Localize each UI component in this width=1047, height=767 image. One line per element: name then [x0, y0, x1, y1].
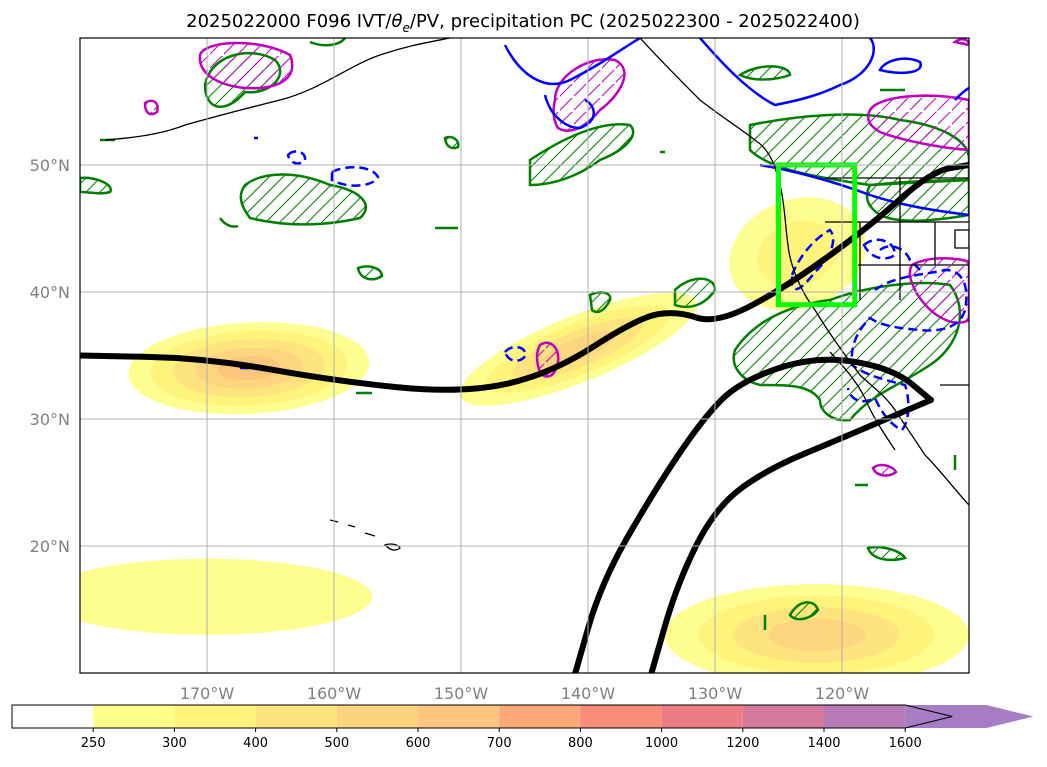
- pv-contour: [552, 57, 626, 132]
- colorbar-tick-label: 400: [243, 736, 268, 751]
- precip-contour-solid: [543, 94, 595, 130]
- jet-axis-line: [80, 162, 969, 393]
- state-borders: [825, 177, 969, 386]
- lon-tick-label: 130°W: [688, 684, 743, 703]
- colorbar-tick-label: 700: [487, 736, 512, 751]
- pv-contour: [143, 99, 159, 116]
- precip-contour-dashed: [330, 166, 380, 187]
- lat-tick-label: 30°N: [30, 410, 70, 429]
- theta-e-contour: [737, 65, 792, 81]
- colorbar-tick-label: 250: [81, 736, 106, 751]
- colorbar-tick-label: 1600: [889, 736, 922, 751]
- precip-contour-dashed: [879, 245, 921, 271]
- map-area: [80, 38, 969, 673]
- bc-coastline: [639, 38, 781, 186]
- lon-tick-label: 160°W: [307, 684, 362, 703]
- colorbar-segment: [742, 705, 824, 728]
- colorbar-tick-label: 1000: [645, 736, 678, 751]
- pv-contour: [871, 463, 898, 477]
- theta-e-contour: [239, 173, 367, 226]
- colorbar-segment: [174, 705, 256, 728]
- ivt-level-fill: [80, 558, 373, 635]
- colorbar-segment: [255, 705, 337, 728]
- colorbar-segment: [93, 705, 175, 728]
- colorbar-tick-label: 300: [162, 736, 187, 751]
- colorbar-under-segment: [12, 705, 94, 728]
- precip-contour-solid: [699, 38, 875, 107]
- colorbar-segment: [418, 705, 500, 728]
- lon-tick-label: 170°W: [180, 684, 235, 703]
- theta-e-contour: [80, 176, 113, 195]
- precip-contour-dashed: [790, 228, 835, 291]
- jet-axis-line: [572, 356, 934, 673]
- colorbar-outline: [11, 704, 953, 729]
- colorbar-segment: [580, 705, 662, 728]
- colorbar-tick-label: 500: [324, 736, 349, 751]
- ivt-blob: [80, 558, 373, 635]
- lat-tick-label: 20°N: [30, 537, 70, 556]
- precip-contour-dashed: [286, 150, 307, 165]
- lat-tick-label: 40°N: [30, 283, 70, 302]
- alaska-coastline: [104, 38, 451, 141]
- lon-tick-labels: 170°W 160°W 150°W 140°W 130°W 120°W: [180, 684, 870, 703]
- colorbar-segment: [824, 705, 906, 728]
- map-frame: [79, 37, 970, 674]
- colorbar-tick-label: 1200: [726, 736, 759, 751]
- lat-tick-labels: 50°N 40°N 30°N 20°N: [30, 156, 70, 556]
- us-west-coastline: [779, 184, 969, 506]
- jet-axes: [80, 162, 969, 673]
- pv-contour: [866, 94, 969, 152]
- theta-e-contour: [309, 38, 347, 47]
- colorbar-tick-label: 800: [568, 736, 593, 751]
- colorbar: 250 300 400 500 600 700 800 1000 1200 1400 1600: [11, 704, 1034, 751]
- colorbar-segment: [499, 705, 581, 728]
- island-outline: [954, 229, 969, 249]
- precip-contour-dashed: [503, 345, 528, 362]
- lat-tick-label: 50°N: [30, 156, 70, 175]
- colorbar-segment: [661, 705, 743, 728]
- gridlines: [80, 38, 969, 673]
- colorbar-segment: [336, 705, 418, 728]
- ivt-level-fill: [768, 618, 866, 652]
- pv-contour: [198, 41, 294, 90]
- pv-contour: [908, 257, 969, 324]
- lon-tick-label: 150°W: [434, 684, 489, 703]
- theta-e-contour: [356, 265, 384, 281]
- precip-contours: [240, 38, 969, 432]
- colorbar-tick-label: 600: [406, 736, 431, 751]
- theta-e-contour: [528, 122, 635, 187]
- lon-tick-label: 140°W: [561, 684, 616, 703]
- chart-title: 2025022000 F096 IVT/θe/PV, precipitation…: [186, 11, 860, 35]
- theta-e-contour: [443, 135, 460, 150]
- theta-e-contour: [732, 281, 962, 422]
- theta-e-contour: [788, 601, 820, 621]
- jet-axis-line: [648, 396, 934, 673]
- coastlines: [104, 38, 969, 551]
- colorbar-tick-label: 1400: [807, 736, 840, 751]
- lon-tick-label: 120°W: [815, 684, 870, 703]
- theta-e-contour: [218, 217, 239, 228]
- precip-contour-solid: [503, 38, 641, 86]
- precip-contour-solid: [759, 163, 969, 217]
- theta-e-contour: [866, 545, 907, 562]
- colorbar-extend-arrow: [905, 705, 1034, 728]
- ivt-blob: [664, 584, 969, 673]
- precip-contour-solid: [878, 57, 922, 74]
